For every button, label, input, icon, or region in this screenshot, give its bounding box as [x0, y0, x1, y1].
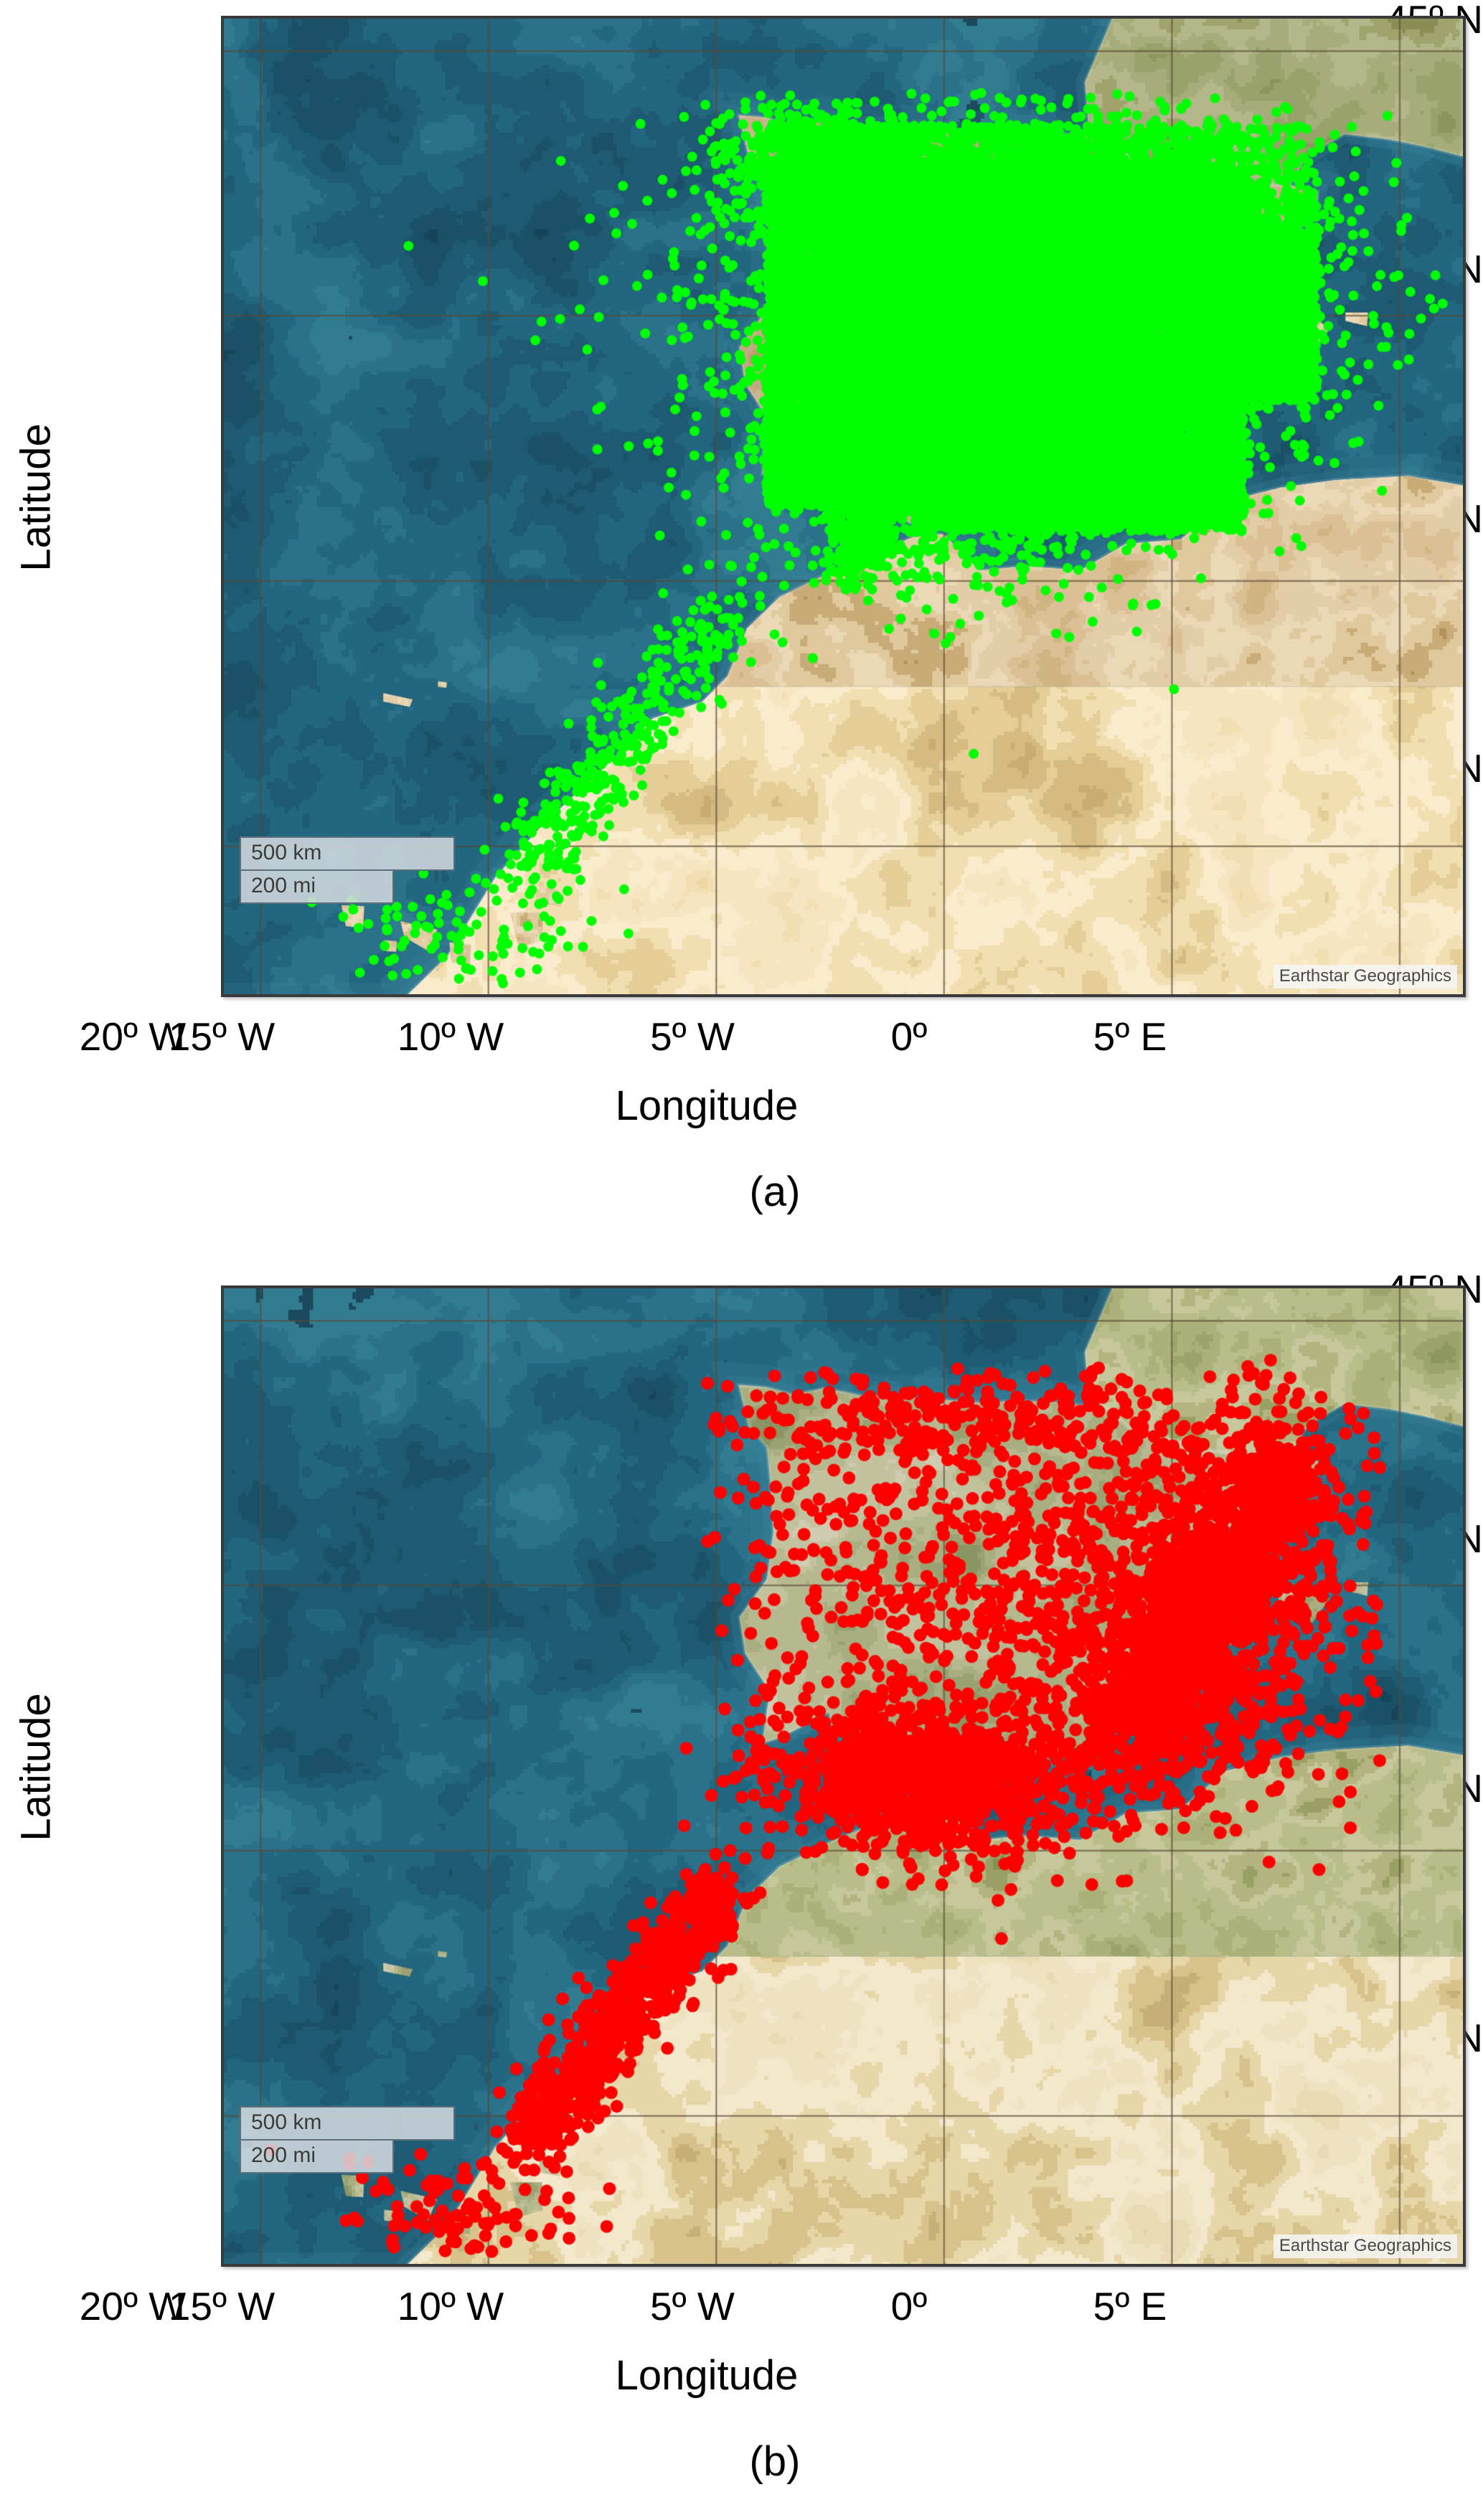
panel-a-x-tick-0: 20º W	[79, 1014, 187, 1059]
panel-a-x-tick-5: 5º E	[1093, 1014, 1167, 1059]
panel-b-caption: (b)	[749, 2438, 801, 2485]
panel-a-attribution: Earthstar Geographics	[1273, 965, 1457, 988]
panel-a-x-tick-1: 15º W	[168, 1014, 276, 1059]
panel-a-scalebar: 500 km 200 mi	[240, 836, 455, 904]
panel-b-scalebar-km: 500 km	[240, 2106, 455, 2141]
panel-a-x-tick-4: 0º	[890, 1014, 928, 1059]
panel-b-x-tick-5: 5º E	[1093, 2284, 1167, 2328]
panel-b-attribution: Earthstar Geographics	[1273, 2235, 1457, 2258]
panel-b-scalebar: 500 km 200 mi	[240, 2106, 455, 2174]
panel-b-x-tick-3: 5º W	[650, 2284, 735, 2328]
panel-a-map[interactable]: 500 km 200 mi Earthstar Geographics	[221, 16, 1466, 997]
panel-a-x-tick-3: 5º W	[650, 1014, 735, 1059]
panel-a-x-tick-2: 10º W	[397, 1014, 504, 1059]
panel-a-scalebar-km: 500 km	[240, 836, 455, 871]
panel-b-x-axis-label: Longitude	[615, 2352, 799, 2399]
panel-a-map-frame	[221, 16, 1466, 997]
panel-a-scalebar-mi: 200 mi	[240, 871, 394, 904]
panel-b-map-frame	[221, 1285, 1466, 2267]
panel-b-y-axis-label: Latitude	[12, 1693, 60, 1841]
panel-a-caption: (a)	[749, 1169, 801, 1215]
panel-a-x-axis-label: Longitude	[615, 1082, 799, 1129]
panel-b-x-tick-1: 15º W	[168, 2284, 276, 2328]
panel-a: Latitude 45º N 40º N 35º N 30º N 500 km …	[12, 0, 1483, 1215]
panel-b-map[interactable]: 500 km 200 mi Earthstar Geographics	[221, 1285, 1466, 2267]
panel-b-map-canvas	[224, 1288, 1463, 2264]
panel-b-scalebar-mi: 200 mi	[240, 2141, 394, 2174]
panel-a-map-canvas	[224, 19, 1463, 994]
panel-a-y-axis-label: Latitude	[12, 423, 60, 572]
panel-b-x-tick-2: 10º W	[397, 2284, 504, 2328]
panel-b-x-tick-4: 0º	[890, 2284, 928, 2328]
panel-b-x-tick-0: 20º W	[79, 2284, 187, 2328]
panel-b: Latitude 45º N 40º N 35º N 30º N 500 km …	[0, 1270, 1483, 2520]
